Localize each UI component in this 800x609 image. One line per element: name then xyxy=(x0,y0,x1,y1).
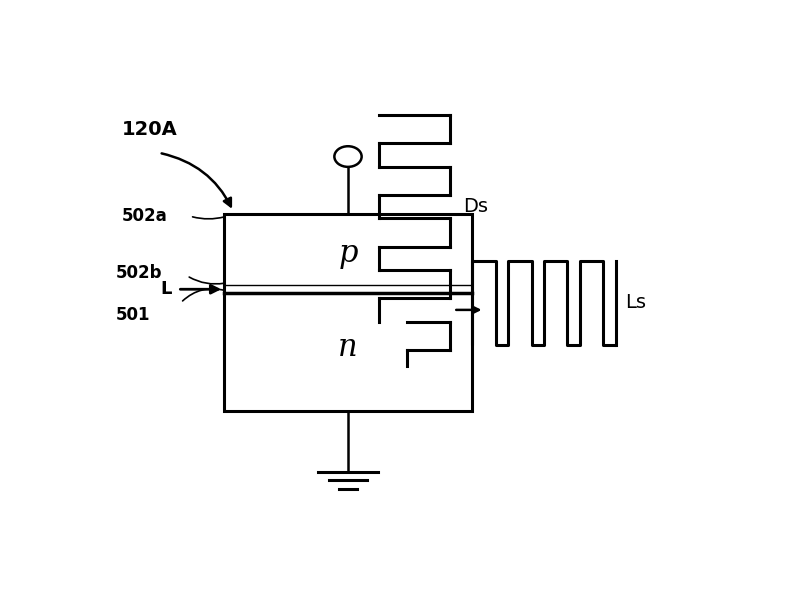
Text: n: n xyxy=(338,333,358,364)
Text: Ds: Ds xyxy=(462,197,488,216)
Text: Ls: Ls xyxy=(625,294,646,312)
Text: L: L xyxy=(160,280,171,298)
Text: 502b: 502b xyxy=(115,264,162,283)
Text: 501: 501 xyxy=(115,306,150,323)
Bar xyxy=(224,214,472,410)
Text: p: p xyxy=(338,238,358,269)
Text: 120A: 120A xyxy=(122,120,178,139)
Text: 502a: 502a xyxy=(122,207,167,225)
